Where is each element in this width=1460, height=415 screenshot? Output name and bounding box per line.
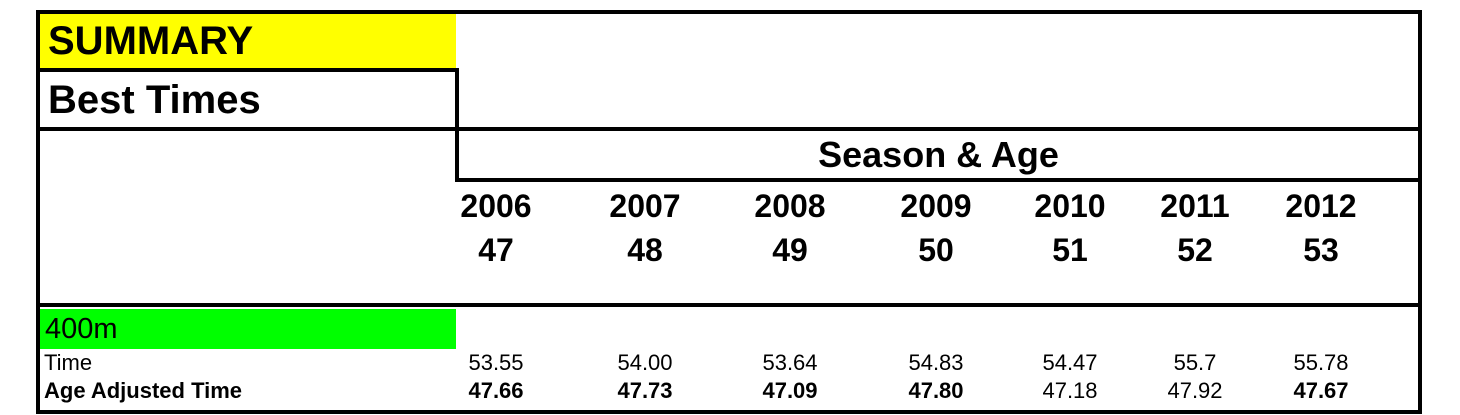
summary-table: SUMMARY Best Times Season & Age 400m 200… bbox=[36, 10, 1422, 414]
rule bbox=[40, 127, 1418, 131]
rule bbox=[40, 68, 459, 72]
column-group-header: Season & Age bbox=[818, 134, 1059, 175]
time-cell: 47.66 bbox=[468, 378, 524, 403]
athlete-age: 49 bbox=[772, 232, 808, 268]
event-label: 400m bbox=[40, 309, 456, 349]
time-cell: 47.80 bbox=[908, 378, 964, 403]
row-label: Time bbox=[44, 350, 93, 375]
time-cell: 47.67 bbox=[1293, 378, 1349, 403]
season-year: 2009 bbox=[900, 188, 972, 224]
athlete-age: 52 bbox=[1177, 232, 1213, 268]
season-column-header: 2009 50 bbox=[871, 184, 1001, 272]
time-cell: 53.64 bbox=[762, 350, 818, 375]
time-cell: 47.92 bbox=[1167, 378, 1223, 403]
athlete-age: 50 bbox=[918, 232, 954, 268]
season-year: 2011 bbox=[1160, 188, 1230, 224]
time-cell: 47.09 bbox=[762, 378, 818, 403]
athlete-age: 48 bbox=[627, 232, 663, 268]
time-cell: 54.83 bbox=[908, 350, 964, 375]
season-year: 2010 bbox=[1034, 188, 1106, 224]
rule bbox=[40, 303, 1418, 307]
sheet-subtitle: Best Times bbox=[48, 78, 261, 122]
time-cell: 55.78 bbox=[1293, 350, 1349, 375]
season-column-header: 2008 49 bbox=[725, 184, 855, 272]
athlete-age: 47 bbox=[478, 232, 514, 268]
season-year: 2008 bbox=[754, 188, 826, 224]
season-column-header: 2006 47 bbox=[431, 184, 561, 272]
season-column-header: 2007 48 bbox=[580, 184, 710, 272]
time-cell: 54.00 bbox=[617, 350, 673, 375]
time-cell: 47.18 bbox=[1042, 378, 1098, 403]
season-year: 2007 bbox=[609, 188, 681, 224]
time-cell: 47.73 bbox=[617, 378, 673, 403]
time-cell: 54.47 bbox=[1042, 350, 1098, 375]
athlete-age: 53 bbox=[1303, 232, 1339, 268]
season-year: 2006 bbox=[460, 188, 532, 224]
time-cell: 53.55 bbox=[468, 350, 524, 375]
sheet-title: SUMMARY bbox=[40, 14, 456, 68]
season-column-header: 2012 53 bbox=[1256, 184, 1386, 272]
rule bbox=[455, 68, 459, 181]
rule bbox=[455, 178, 1418, 182]
season-column-header: 2011 52 bbox=[1130, 184, 1260, 272]
time-cell: 55.7 bbox=[1173, 350, 1217, 375]
athlete-age: 51 bbox=[1052, 232, 1088, 268]
season-column-header: 2010 51 bbox=[1005, 184, 1135, 272]
row-label: Age Adjusted Time bbox=[44, 378, 243, 403]
season-year: 2012 bbox=[1285, 188, 1357, 224]
